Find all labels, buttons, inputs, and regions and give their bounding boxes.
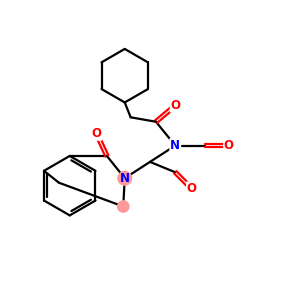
Text: O: O bbox=[187, 182, 196, 195]
Circle shape bbox=[118, 171, 132, 185]
Text: N: N bbox=[120, 172, 130, 185]
Text: N: N bbox=[170, 139, 180, 152]
Text: O: O bbox=[224, 139, 234, 152]
Text: O: O bbox=[92, 127, 101, 140]
Text: O: O bbox=[170, 99, 180, 112]
Circle shape bbox=[118, 201, 129, 212]
